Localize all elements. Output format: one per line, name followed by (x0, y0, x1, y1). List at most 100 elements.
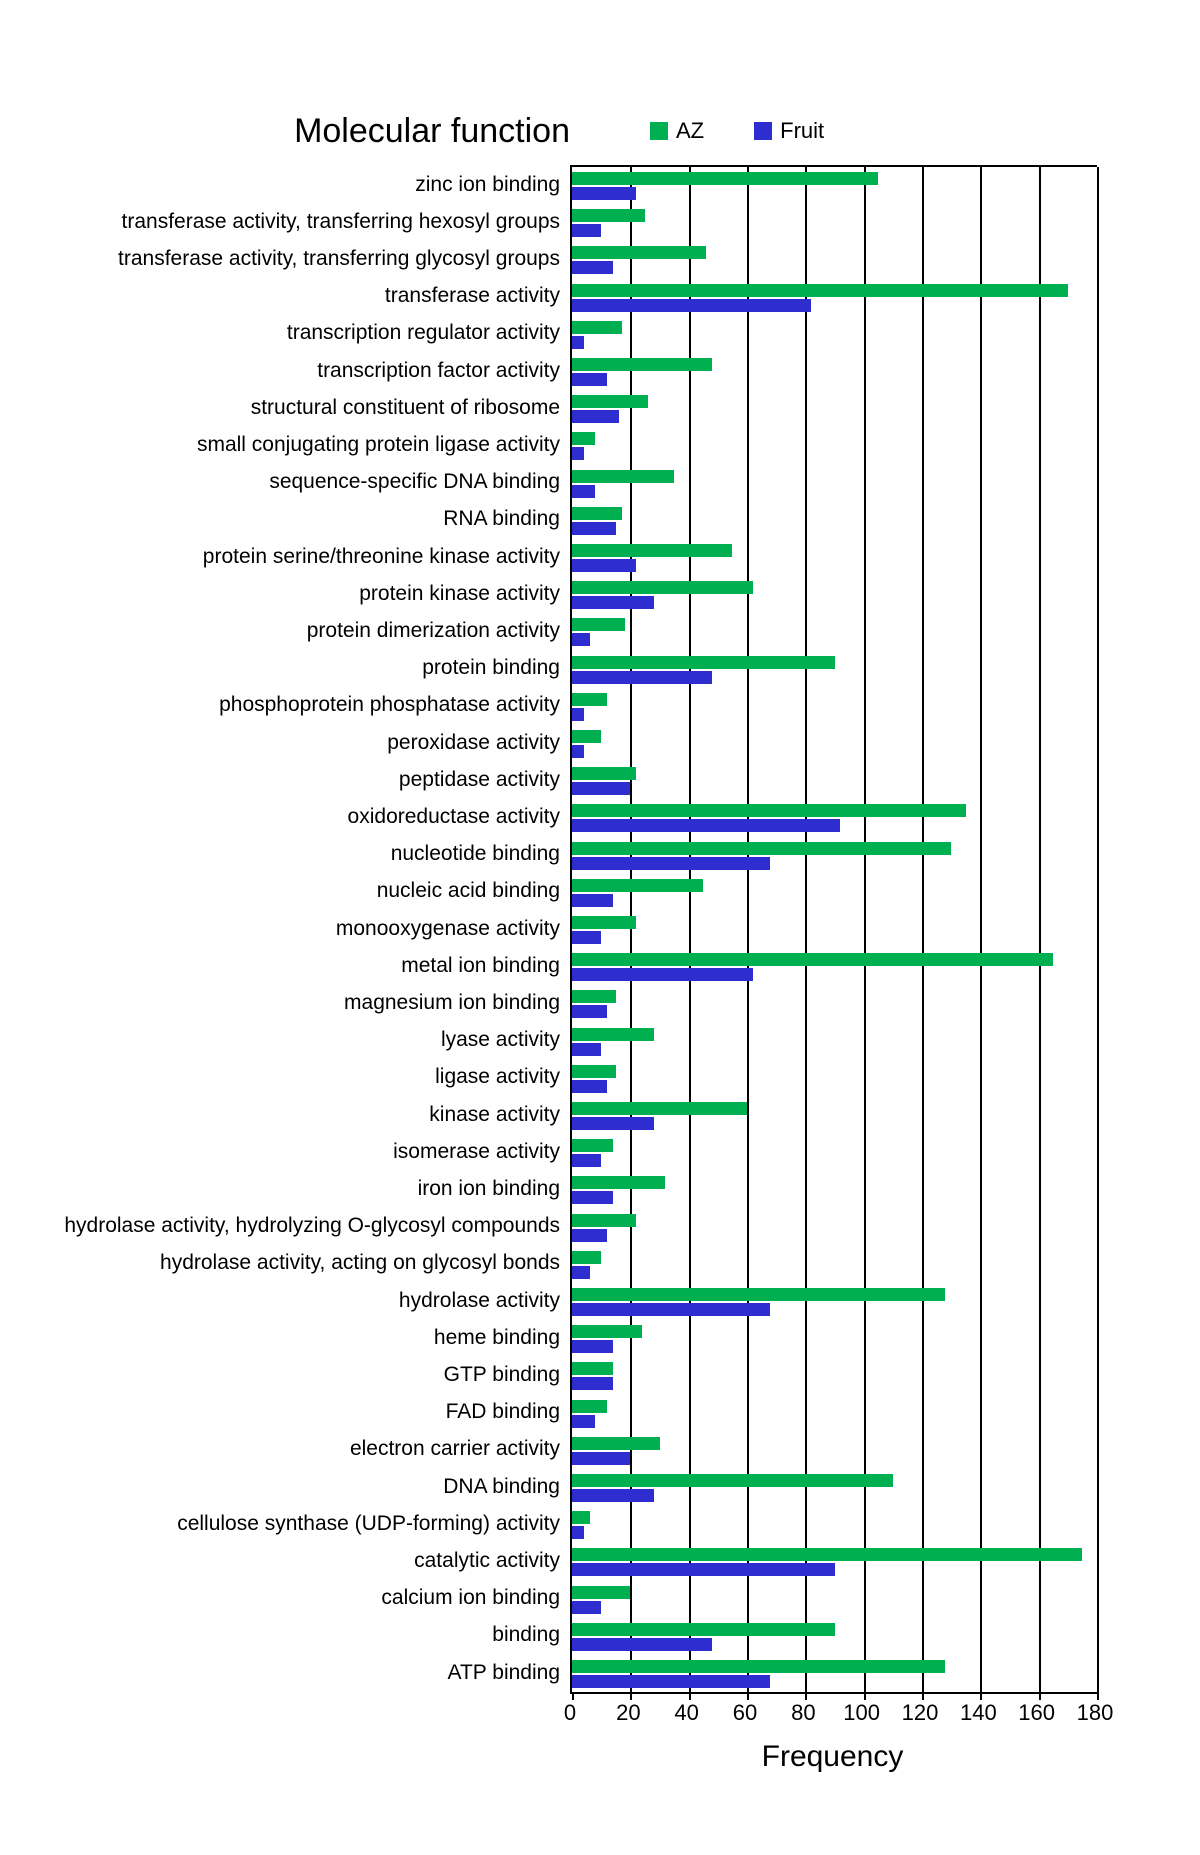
bar-group (572, 1028, 1097, 1056)
y-label: cellulose synthase (UDP-forming) activit… (0, 1513, 560, 1534)
bar-fruit (572, 373, 607, 386)
bar-fruit (572, 485, 595, 498)
bar-group (572, 1586, 1097, 1614)
bar-az (572, 953, 1053, 966)
y-label: structural constituent of ribosome (0, 397, 560, 418)
y-label: ligase activity (0, 1066, 560, 1087)
bar-fruit (572, 708, 584, 721)
bar-az (572, 1586, 630, 1599)
bar-fruit (572, 633, 590, 646)
bar-fruit (572, 894, 613, 907)
bar-group (572, 1362, 1097, 1390)
y-label: transferase activity, transferring hexos… (0, 211, 560, 232)
bar-fruit (572, 1266, 590, 1279)
y-label: lyase activity (0, 1029, 560, 1050)
bar-fruit (572, 1080, 607, 1093)
bar-group (572, 1548, 1097, 1576)
bar-az (572, 804, 966, 817)
bar-az (572, 767, 636, 780)
legend-swatch-fruit (754, 122, 772, 140)
y-label: GTP binding (0, 1364, 560, 1385)
bar-group (572, 1474, 1097, 1502)
y-label: protein kinase activity (0, 583, 560, 604)
y-label: RNA binding (0, 508, 560, 529)
y-label: protein serine/threonine kinase activity (0, 546, 560, 567)
legend-swatch-az (650, 122, 668, 140)
bar-az (572, 1028, 654, 1041)
bar-group (572, 767, 1097, 795)
bar-fruit (572, 968, 753, 981)
bar-az (572, 1548, 1082, 1561)
y-label: protein dimerization activity (0, 620, 560, 641)
bar-fruit (572, 671, 712, 684)
y-label: nucleotide binding (0, 843, 560, 864)
bar-az (572, 1251, 601, 1264)
chart-title: Molecular function (0, 112, 570, 151)
bar-fruit (572, 1191, 613, 1204)
bar-fruit (572, 596, 654, 609)
bar-group (572, 1251, 1097, 1279)
bar-group (572, 1325, 1097, 1353)
legend-label-fruit: Fruit (780, 118, 824, 144)
legend-label-az: AZ (676, 118, 704, 144)
bar-az (572, 693, 607, 706)
x-tick (980, 1692, 982, 1700)
bar-group (572, 953, 1097, 981)
bar-az (572, 730, 601, 743)
bar-group (572, 842, 1097, 870)
bar-az (572, 842, 951, 855)
bar-fruit (572, 1452, 630, 1465)
bar-group (572, 1400, 1097, 1428)
bar-fruit (572, 1229, 607, 1242)
bar-az (572, 581, 753, 594)
bar-fruit (572, 447, 584, 460)
bar-az (572, 209, 645, 222)
y-label: heme binding (0, 1327, 560, 1348)
bar-az (572, 1214, 636, 1227)
bar-fruit (572, 1563, 835, 1576)
y-label: catalytic activity (0, 1550, 560, 1571)
bar-group (572, 358, 1097, 386)
bar-az (572, 470, 674, 483)
bar-az (572, 879, 703, 892)
bar-group (572, 1176, 1097, 1204)
bar-fruit (572, 1117, 654, 1130)
bar-az (572, 1474, 893, 1487)
y-label: small conjugating protein ligase activit… (0, 434, 560, 455)
y-label: hydrolase activity (0, 1290, 560, 1311)
x-tick (864, 1692, 866, 1700)
bar-group (572, 1288, 1097, 1316)
bar-group (572, 804, 1097, 832)
bar-az (572, 656, 835, 669)
x-tick (630, 1692, 632, 1700)
bar-fruit (572, 336, 584, 349)
bar-group (572, 581, 1097, 609)
bar-az (572, 358, 712, 371)
gridline (1097, 167, 1099, 1692)
bar-az (572, 544, 732, 557)
x-tick-label: 120 (902, 1700, 939, 1726)
y-label: nucleic acid binding (0, 880, 560, 901)
bar-fruit (572, 1005, 607, 1018)
bar-az (572, 1437, 660, 1450)
bar-group (572, 1511, 1097, 1539)
y-label: DNA binding (0, 1476, 560, 1497)
bar-group (572, 544, 1097, 572)
y-label: hydrolase activity, hydrolyzing O-glycos… (0, 1215, 560, 1236)
bar-group (572, 1102, 1097, 1130)
bar-group (572, 990, 1097, 1018)
bar-az (572, 1176, 665, 1189)
x-tick-label: 0 (564, 1700, 576, 1726)
bar-az (572, 1400, 607, 1413)
bar-group (572, 395, 1097, 423)
y-label: magnesium ion binding (0, 992, 560, 1013)
bar-group (572, 1214, 1097, 1242)
bar-az (572, 395, 648, 408)
bar-az (572, 1325, 642, 1338)
x-axis-label: Frequency (570, 1740, 1095, 1774)
bar-fruit (572, 1043, 601, 1056)
y-label: peptidase activity (0, 769, 560, 790)
legend: AZ Fruit (650, 118, 824, 144)
bar-fruit (572, 410, 619, 423)
y-label: binding (0, 1624, 560, 1645)
